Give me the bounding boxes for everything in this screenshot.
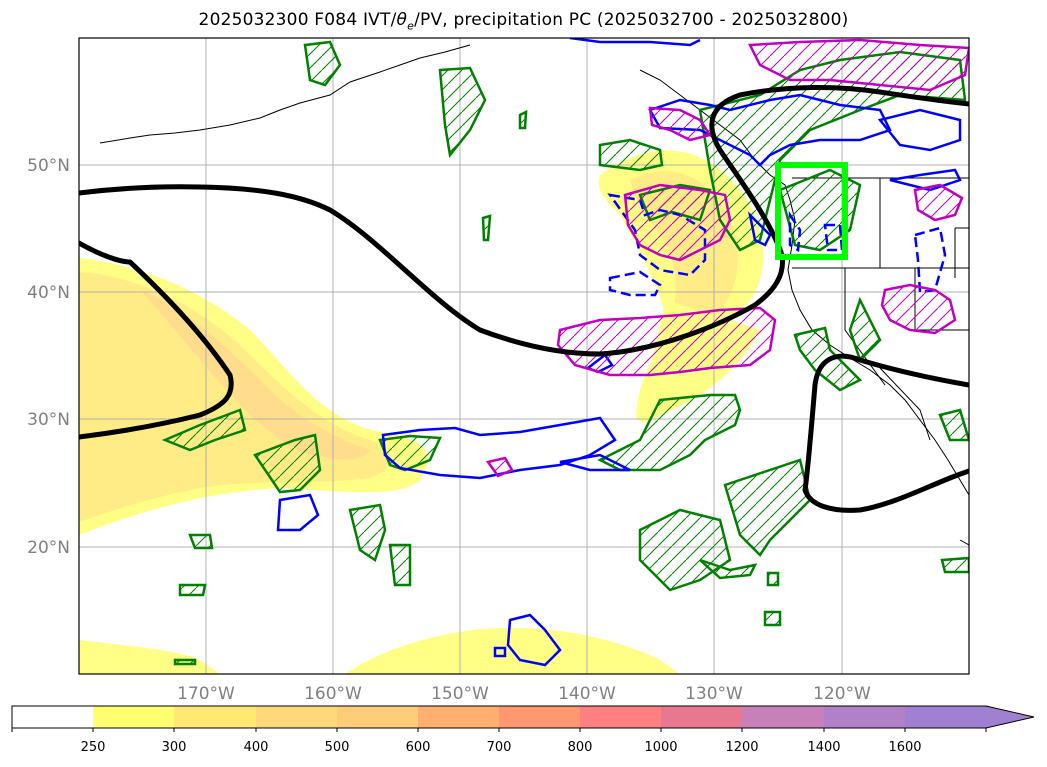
lon-label-130w: 130°W xyxy=(685,684,743,704)
lat-label-50n: 50°N xyxy=(27,156,70,176)
title-theta-sub: e xyxy=(407,19,415,33)
map-frame xyxy=(78,37,970,675)
colorbar-segment xyxy=(93,706,174,728)
map-layers xyxy=(79,38,969,674)
colorbar-segment xyxy=(12,706,93,728)
colorbar-tick-label: 1600 xyxy=(888,740,921,755)
colorbar-tick-label: 1200 xyxy=(725,740,758,755)
lon-label-170w: 170°W xyxy=(177,684,235,704)
geopotential-contours xyxy=(79,85,969,513)
colorbar-tick-label: 700 xyxy=(487,740,512,755)
lat-label-20n: 20°N xyxy=(27,538,70,558)
colorbar-segment xyxy=(905,706,986,728)
lat-label-40n: 40°N xyxy=(27,283,70,303)
colorbar-segment xyxy=(256,706,337,728)
title-suffix: /PV, precipitation PC (2025032700 - 2025… xyxy=(414,10,849,30)
colorbar-extend-arrow xyxy=(986,706,1034,728)
colorbar: 250 300 400 500 600 700 800 1000 1200 14… xyxy=(11,705,1035,755)
map-title: 2025032300 F084 IVT/θe/PV, precipitation… xyxy=(0,10,1047,32)
highlight-box xyxy=(775,162,848,260)
colorbar-tick-label: 1400 xyxy=(807,740,840,755)
colorbar-segment xyxy=(580,706,661,728)
colorbar-tick-label: 500 xyxy=(325,740,350,755)
lon-label-140w: 140°W xyxy=(558,684,616,704)
colorbar-tick-label: 800 xyxy=(568,740,593,755)
colorbar-tick-label: 600 xyxy=(406,740,431,755)
title-theta: θ xyxy=(396,10,408,30)
colorbar-tick-label: 250 xyxy=(81,740,106,755)
colorbar-segment xyxy=(174,706,256,728)
colorbar-tick-label: 1000 xyxy=(644,740,677,755)
lon-label-120w: 120°W xyxy=(813,684,871,704)
colorbar-segment xyxy=(499,706,580,728)
lat-label-30n: 30°N xyxy=(27,410,70,430)
colorbar-tick-label: 400 xyxy=(244,740,269,755)
title-prefix: 2025032300 F084 IVT/ xyxy=(198,10,397,30)
colorbar-segment xyxy=(661,706,742,728)
colorbar-segment xyxy=(824,706,905,728)
lon-label-160w: 160°W xyxy=(304,684,362,704)
colorbar-segment xyxy=(742,706,824,728)
colorbar-segment xyxy=(337,706,418,728)
lon-label-150w: 150°W xyxy=(431,684,489,704)
colorbar-outline xyxy=(11,705,1035,729)
colorbar-tick-label: 300 xyxy=(162,740,187,755)
colorbar-segment xyxy=(418,706,499,728)
